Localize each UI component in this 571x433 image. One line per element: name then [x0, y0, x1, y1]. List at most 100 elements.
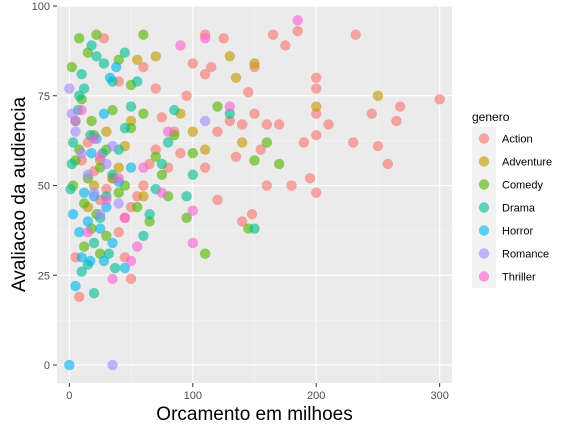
point-action	[311, 108, 322, 119]
point-romance	[82, 169, 94, 180]
point-adventure	[230, 72, 242, 84]
point-action	[261, 119, 273, 130]
y-axis-ticks: 0 25 50 75 100	[32, 1, 57, 372]
point-action	[267, 29, 279, 40]
legend-symbol-romance	[478, 248, 490, 259]
legend: genero Action Adventure Comedy Drama Horror R…	[472, 110, 552, 288]
point-action	[199, 162, 211, 173]
point-action	[391, 115, 402, 127]
point-action	[150, 144, 161, 155]
point-adventure	[88, 180, 100, 191]
point-horror	[76, 252, 87, 263]
point-romance	[88, 187, 100, 198]
y-tick-label: 0	[44, 360, 50, 372]
point-romance	[70, 126, 81, 137]
x-tick-label: 100	[184, 390, 202, 402]
point-action	[150, 83, 161, 94]
point-action	[236, 216, 248, 227]
point-drama	[119, 47, 131, 58]
point-thriller	[162, 126, 174, 137]
point-action	[298, 137, 310, 148]
point-horror	[82, 216, 94, 227]
point-drama	[88, 288, 100, 299]
point-action	[230, 151, 242, 162]
point-romance	[95, 209, 106, 220]
point-adventure	[249, 58, 260, 69]
point-thriller	[119, 212, 131, 224]
point-action	[206, 61, 217, 73]
point-action	[323, 119, 334, 130]
point-thriller	[199, 33, 211, 44]
point-action	[224, 115, 236, 127]
point-drama	[249, 223, 260, 234]
point-horror	[67, 209, 79, 220]
point-drama	[181, 191, 192, 202]
point-comedy	[138, 108, 149, 119]
point-action	[249, 108, 260, 119]
point-drama	[169, 104, 180, 116]
legend-label-romance: Romance	[502, 249, 549, 261]
point-comedy	[181, 212, 192, 224]
point-action	[246, 209, 258, 220]
point-horror	[125, 162, 137, 173]
point-action	[311, 130, 322, 141]
point-horror	[98, 108, 110, 119]
point-thriller	[292, 15, 303, 26]
point-horror	[104, 72, 116, 84]
point-action	[175, 148, 186, 159]
point-comedy	[74, 33, 85, 44]
point-thriller	[175, 40, 186, 51]
point-horror	[95, 223, 106, 234]
point-thriller	[187, 205, 198, 216]
point-thriller	[107, 273, 118, 285]
point-action	[382, 158, 394, 170]
point-comedy	[66, 61, 78, 73]
point-thriller	[113, 173, 124, 184]
point-action	[125, 273, 137, 285]
point-drama	[76, 69, 87, 80]
x-tick-label: 300	[430, 390, 448, 402]
point-drama	[76, 266, 87, 277]
point-thriller	[125, 255, 137, 267]
point-drama	[119, 122, 131, 134]
point-action	[286, 180, 297, 191]
point-romance	[199, 115, 211, 127]
point-drama	[125, 101, 137, 112]
point-romance	[64, 83, 75, 94]
point-action	[187, 58, 198, 69]
legend-items: Action Adventure Comedy Drama Horror Romance T…	[472, 127, 552, 288]
point-drama	[88, 237, 100, 249]
point-comedy	[156, 169, 168, 180]
point-horror	[107, 237, 118, 249]
point-action	[311, 187, 322, 198]
point-romance	[113, 198, 124, 209]
point-action	[394, 101, 406, 112]
point-comedy	[101, 230, 112, 241]
point-comedy	[187, 148, 198, 159]
point-action	[236, 119, 248, 130]
point-thriller	[82, 227, 94, 238]
point-horror	[86, 148, 97, 159]
point-comedy	[86, 115, 97, 127]
point-thriller	[95, 151, 106, 162]
point-drama	[187, 169, 198, 180]
legend-symbol-thriller	[478, 271, 490, 282]
point-drama	[138, 230, 149, 241]
point-action	[113, 227, 124, 238]
y-tick-label: 25	[38, 270, 50, 282]
point-horror	[78, 187, 90, 198]
y-tick-label: 75	[38, 91, 50, 103]
point-adventure	[236, 137, 248, 148]
point-action	[273, 119, 285, 130]
point-comedy	[113, 187, 124, 198]
point-thriller	[187, 237, 198, 249]
point-action	[156, 112, 168, 123]
point-drama	[66, 158, 78, 170]
point-adventure	[113, 162, 124, 173]
point-drama	[67, 137, 79, 148]
point-drama	[86, 40, 97, 51]
y-tick-label: 100	[32, 1, 50, 13]
point-thriller	[132, 241, 143, 252]
x-tick-label: 200	[307, 390, 325, 402]
